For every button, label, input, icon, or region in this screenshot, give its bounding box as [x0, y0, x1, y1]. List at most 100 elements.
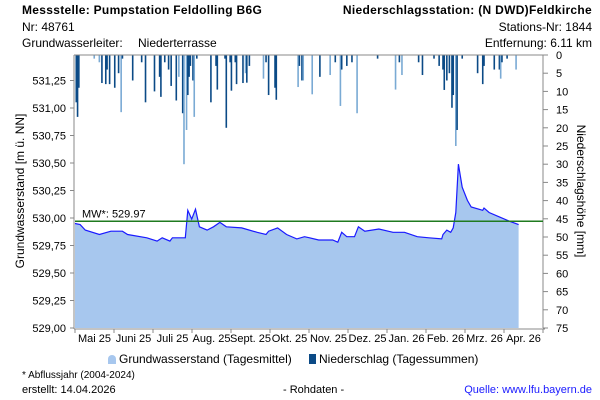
aquifer-label: Grundwasserleiter:: [22, 36, 123, 50]
y2-axis-title: Niederschlagshöhe [mm]: [574, 125, 588, 258]
y2-tick-label: 40: [556, 196, 568, 208]
precip-bar: [398, 55, 401, 63]
x-tick-label: Aug. 25: [193, 333, 231, 345]
precip-bar: [265, 55, 267, 63]
precip-bar: [501, 55, 503, 63]
precip-bar: [401, 55, 403, 76]
y-tick-label: 529,00: [32, 323, 66, 335]
precip-bar: [196, 55, 198, 59]
precip-bar: [443, 55, 446, 90]
precip-bar: [483, 55, 485, 66]
raw-data-note: - Rohdaten -: [283, 384, 345, 396]
y-tick-label: 530,75: [32, 131, 66, 143]
precip-bar: [242, 55, 244, 84]
y-tick-label: 530,50: [32, 158, 66, 170]
y2-tick-label: 55: [556, 250, 568, 262]
x-tick-label: Mrz. 26: [466, 333, 503, 345]
precip-bar: [163, 55, 166, 63]
precip-bar: [210, 55, 212, 103]
precip-bar: [319, 55, 321, 77]
precip-bar: [506, 55, 508, 59]
mean-line-label: MW*: 529.97: [82, 208, 146, 220]
precip-bar: [144, 55, 147, 103]
precip-bar: [339, 55, 342, 106]
precip-station-distance: Entfernung: 6.11 km: [484, 36, 592, 50]
precip-bar: [498, 55, 501, 70]
x-tick-label: Sept. 25: [230, 333, 271, 345]
legend-groundwater: Grundwasserstand (Tagesmittel): [108, 352, 292, 366]
precip-bar: [356, 55, 358, 114]
precip-bar: [185, 55, 188, 130]
precip-bar: [442, 55, 444, 70]
precip-bar: [235, 55, 238, 85]
legend-bar-swatch-icon: [309, 354, 316, 364]
x-tick-label: Feb. 26: [427, 333, 464, 345]
y2-tick-label: 50: [556, 232, 568, 244]
precip-bar: [101, 55, 103, 84]
precip-bar: [448, 55, 451, 74]
precip-bar: [117, 55, 120, 74]
y-tick-label: 530,00: [32, 213, 66, 225]
precip-bar: [131, 55, 134, 81]
x-tick-label: Juni 25: [116, 333, 151, 345]
precip-bar: [225, 55, 228, 128]
precip-bar: [224, 55, 226, 59]
aquifer-value: Niederterrasse: [138, 36, 217, 50]
precip-bar: [455, 55, 457, 146]
y2-tick-label: 35: [556, 177, 568, 189]
precip-station-title: Niederschlagsstation: (N DWD)Feldkirche: [342, 3, 592, 17]
legend-area-swatch-icon: [108, 355, 116, 364]
precip-bar: [461, 55, 464, 59]
source-link[interactable]: Quelle: www.lfu.bayern.de: [464, 384, 592, 396]
y2-tick-label: 10: [556, 86, 568, 98]
x-tick-label: Apr. 26: [506, 333, 541, 345]
precip-bar: [93, 55, 96, 59]
precip-bar: [334, 55, 337, 63]
precip-bar: [98, 55, 101, 63]
precip-bar: [481, 55, 484, 85]
precip-bar: [181, 55, 184, 114]
precip-bar: [340, 55, 343, 70]
precip-bar: [267, 55, 270, 96]
precip-bar: [244, 55, 247, 74]
created-date: erstellt: 14.04.2026: [22, 384, 116, 396]
legend-groundwater-label: Grundwasserstand (Tagesmittel): [119, 352, 292, 366]
precip-bar: [417, 55, 420, 63]
precip-bar: [302, 55, 305, 81]
precip-bar: [433, 55, 435, 59]
precip-bar: [175, 55, 178, 101]
legend-precip-label: Niederschlag (Tagessummen): [319, 352, 479, 366]
precip-bar: [262, 55, 265, 79]
y2-tick-label: 75: [556, 323, 568, 335]
precip-bar: [297, 55, 299, 88]
precip-bar: [394, 55, 397, 90]
y2-tick-label: 15: [556, 105, 568, 117]
groundwater-area: [75, 164, 519, 328]
precip-bar: [275, 55, 278, 100]
precip-bar: [329, 55, 331, 76]
y-tick-label: 529,25: [32, 296, 66, 308]
precip-bar: [78, 55, 80, 88]
precip-bar: [113, 55, 116, 88]
y-tick-label: 529,50: [32, 268, 66, 280]
precip-bar: [246, 55, 248, 83]
precip-bar: [121, 55, 124, 59]
y2-tick-label: 5: [556, 68, 562, 80]
precip-bar: [446, 55, 448, 81]
precip-bar: [183, 55, 185, 165]
precip-bar: [346, 55, 348, 66]
precip-bar: [421, 55, 424, 76]
station-title: Messstelle: Pumpstation Feldolling B6G: [22, 3, 263, 17]
legend-precip: Niederschlag (Tagessummen): [309, 352, 478, 366]
precip-bar: [158, 55, 161, 77]
groundwater-line: [74, 164, 519, 243]
y-tick-label: 529,75: [32, 241, 66, 253]
x-tick-label: Nov. 25: [310, 333, 347, 345]
precip-bar: [274, 55, 276, 88]
precip-bar: [76, 55, 79, 117]
precip-station-number: Stations-Nr: 1844: [498, 20, 592, 34]
precip-bar: [120, 55, 122, 113]
precip-bar: [75, 55, 78, 103]
precip-bar: [193, 55, 196, 117]
